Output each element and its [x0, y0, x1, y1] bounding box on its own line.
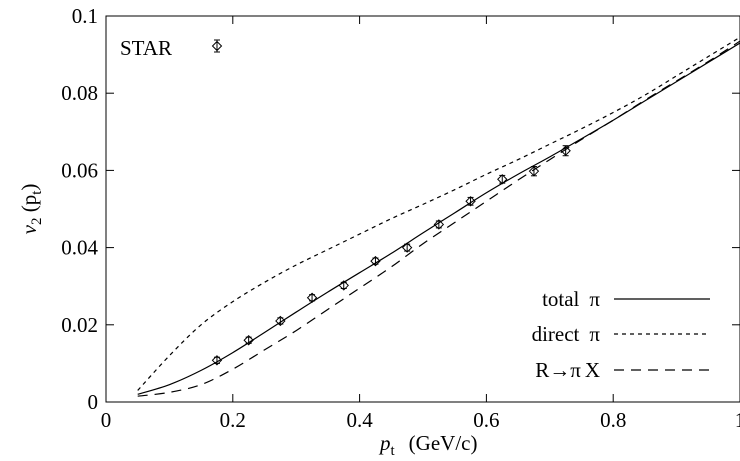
y-tick-label: 0.08 [61, 81, 98, 105]
data-point [560, 145, 571, 156]
y-tick-label: 0.02 [61, 313, 98, 337]
legend-curves: total π direct π R→π X [532, 287, 710, 382]
x-tick-label: 0 [101, 408, 112, 432]
data-point [338, 280, 349, 291]
y-tick-label: 0.04 [61, 236, 98, 260]
legend-entry-direct: direct π [532, 322, 601, 346]
x-tick-label: 0.4 [346, 408, 373, 432]
data-point [243, 335, 254, 346]
plot-frame [105, 15, 740, 403]
curves-group [137, 36, 740, 397]
legend-star: STAR [120, 36, 223, 60]
data-points-group [211, 145, 571, 366]
data-point [528, 165, 540, 177]
legend-diamond-marker [211, 40, 223, 52]
data-point [401, 242, 413, 253]
curve-resonance-decay [137, 40, 740, 397]
legend-star-marker [211, 39, 223, 53]
tick-labels-group: 0 0.2 0.4 0.6 0.8 1 0 0.02 0.04 0.06 0.08 0.1 [61, 4, 740, 432]
data-point [275, 315, 286, 327]
x-tick-label: 0.2 [220, 408, 246, 432]
y-tick-label: 0 [88, 390, 99, 414]
data-point [211, 355, 223, 366]
legend-entry-total: total π [542, 287, 600, 311]
curve-total-pi [137, 42, 740, 395]
y-tick-label: 0.1 [72, 4, 98, 28]
y-tick-label: 0.06 [61, 158, 98, 182]
x-tick-label: 0.6 [473, 408, 499, 432]
ticks-group [105, 15, 740, 403]
data-point [465, 196, 476, 207]
legend-star-label: STAR [120, 36, 172, 60]
data-point [306, 292, 318, 303]
data-point [433, 219, 445, 230]
data-point [497, 174, 508, 185]
data-point [370, 255, 381, 267]
x-tick-label: 1 [735, 408, 740, 432]
x-axis-label: pt (GeV/c) [378, 431, 477, 456]
legend-entry-resonance: R→π X [535, 358, 600, 382]
curve-direct-pi [137, 36, 740, 391]
y-axis-label: v2 (pt) [17, 184, 45, 235]
x-tick-label: 0.8 [600, 408, 626, 432]
